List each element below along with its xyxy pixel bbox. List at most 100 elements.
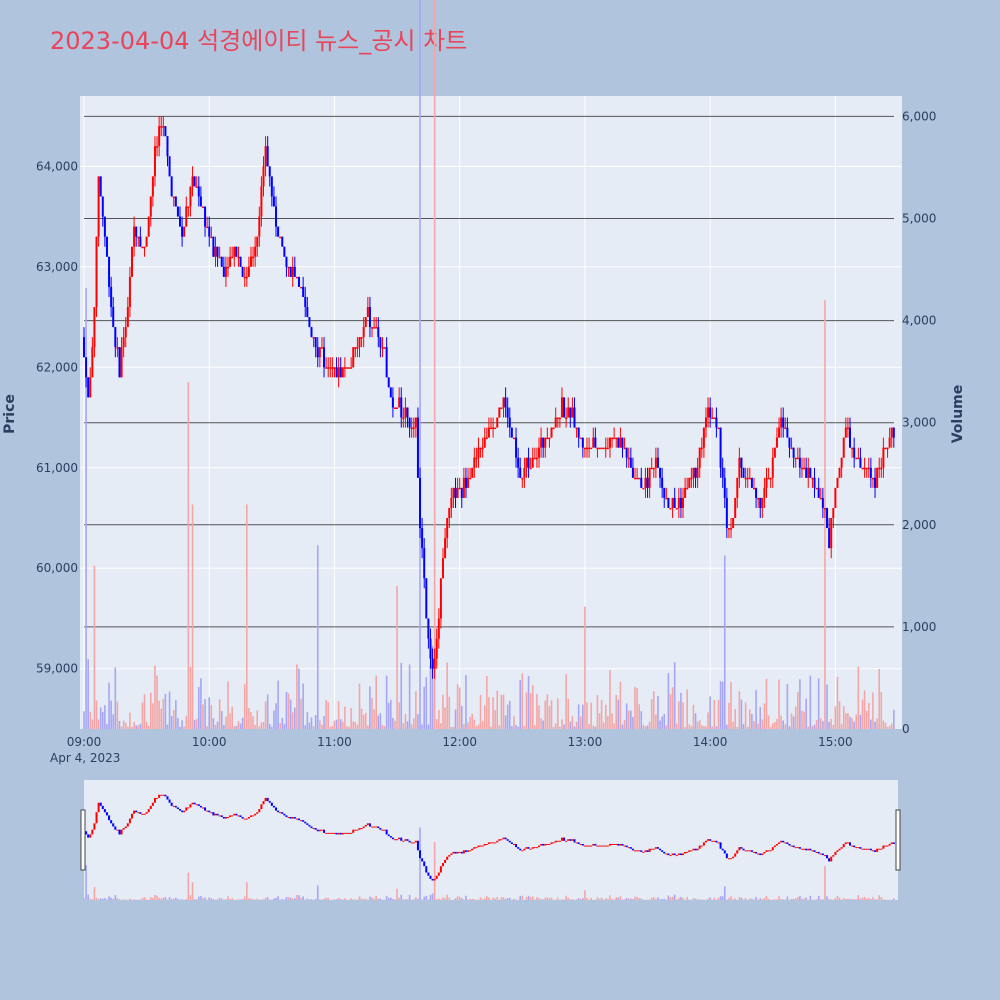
volume-bar bbox=[302, 683, 304, 729]
volume-bar bbox=[212, 718, 215, 729]
price-candle bbox=[573, 407, 576, 428]
price-candle bbox=[143, 246, 146, 249]
range-slider-candle bbox=[356, 829, 359, 831]
price-candle bbox=[287, 266, 290, 269]
price-candle bbox=[711, 417, 714, 420]
volume-bar bbox=[682, 702, 684, 729]
price-candle bbox=[867, 467, 870, 470]
range-slider-volume-bar bbox=[310, 899, 313, 900]
range-slider-candle bbox=[577, 842, 580, 844]
range-slider-candle bbox=[890, 842, 893, 844]
range-slider[interactable] bbox=[80, 780, 901, 900]
volume-bar bbox=[746, 726, 749, 729]
volume-bar bbox=[867, 702, 870, 729]
range-slider-volume-bar bbox=[237, 899, 240, 900]
volume-bar bbox=[394, 720, 396, 729]
volume-bar bbox=[118, 720, 121, 729]
range-slider-candle bbox=[602, 845, 605, 847]
price-candle bbox=[790, 447, 793, 450]
price-candle bbox=[176, 206, 179, 217]
range-slider-candle bbox=[617, 843, 620, 846]
range-slider-volume-bar bbox=[826, 896, 828, 900]
range-slider-candle bbox=[876, 848, 879, 852]
range-slider-candle bbox=[396, 839, 399, 841]
volume-bars[interactable] bbox=[83, 0, 895, 730]
volume-bar bbox=[306, 712, 309, 729]
range-slider-volume-bar bbox=[394, 899, 396, 900]
price-candle bbox=[247, 266, 250, 277]
volume-bar bbox=[882, 720, 885, 729]
range-slider-candle bbox=[135, 810, 138, 813]
range-slider-candle bbox=[619, 843, 622, 846]
volume-bar bbox=[765, 678, 768, 729]
price-candle bbox=[302, 286, 305, 297]
range-slider-volume-bar bbox=[175, 897, 177, 900]
price-candle bbox=[272, 196, 275, 207]
price-candles[interactable] bbox=[83, 116, 895, 679]
range-slider-volume-bar bbox=[419, 827, 421, 900]
range-slider-candle bbox=[208, 810, 211, 813]
range-slider-volume-bar bbox=[797, 897, 799, 900]
range-slider-candle bbox=[216, 813, 219, 816]
range-slider-volume-bar bbox=[531, 896, 534, 900]
range-slider-candle bbox=[846, 842, 849, 844]
range-slider-volume-bar bbox=[287, 897, 290, 900]
volume-bar bbox=[149, 692, 152, 729]
price-candle bbox=[381, 347, 384, 349]
price-candle bbox=[201, 206, 204, 209]
range-slider-volume-bar bbox=[609, 895, 611, 900]
price-candle bbox=[634, 477, 637, 480]
range-slider-candle bbox=[231, 815, 234, 817]
price-candle bbox=[565, 417, 568, 420]
volume-bar bbox=[168, 691, 171, 729]
price-candle bbox=[293, 266, 296, 277]
price-candle bbox=[692, 467, 695, 478]
volume-bar bbox=[114, 667, 117, 729]
range-slider-volume-bar bbox=[83, 898, 85, 900]
range-slider-candle bbox=[502, 837, 505, 840]
range-slider-left-handle[interactable] bbox=[80, 809, 86, 871]
range-slider-candle bbox=[596, 845, 599, 847]
range-slider-candle bbox=[437, 872, 440, 876]
range-slider-volume-bar bbox=[158, 897, 160, 900]
range-slider-volume-bar bbox=[673, 894, 676, 900]
price-candle bbox=[316, 347, 319, 358]
volume-bar bbox=[669, 694, 672, 729]
range-slider-candle bbox=[243, 818, 246, 820]
time-tick-label: 09:00 bbox=[67, 735, 102, 749]
volume-bar bbox=[494, 710, 496, 729]
price-candle bbox=[796, 457, 799, 460]
price-candle bbox=[366, 307, 369, 318]
volume-bar bbox=[145, 721, 148, 729]
price-candle bbox=[807, 467, 810, 478]
range-slider-candle bbox=[166, 796, 169, 800]
price-candle bbox=[577, 427, 580, 438]
range-slider-volume-bar bbox=[669, 897, 672, 900]
price-candle bbox=[671, 497, 674, 508]
price-candle bbox=[295, 276, 298, 279]
range-slider-candle bbox=[89, 834, 92, 838]
range-slider-volume-bar bbox=[872, 897, 874, 900]
price-candle bbox=[137, 236, 140, 239]
range-slider-volume-bar bbox=[492, 897, 494, 900]
range-slider-volume-bar bbox=[749, 898, 751, 900]
range-slider-candle bbox=[569, 839, 572, 841]
range-slider-candle bbox=[707, 839, 710, 841]
range-slider-candle bbox=[656, 847, 659, 849]
volume-bar bbox=[314, 715, 317, 729]
range-slider-candle bbox=[101, 805, 104, 810]
price-candle bbox=[421, 528, 424, 549]
price-candle bbox=[732, 518, 735, 529]
range-slider-candle bbox=[663, 851, 666, 854]
range-slider-volume-bar bbox=[805, 897, 807, 900]
range-slider-candle bbox=[560, 837, 563, 841]
range-slider-candle bbox=[131, 813, 134, 819]
price-candle bbox=[826, 507, 829, 529]
price-candle bbox=[730, 528, 733, 530]
range-slider-right-handle[interactable] bbox=[895, 809, 901, 871]
volume-bar bbox=[385, 675, 388, 729]
range-slider-volume-bar bbox=[504, 898, 507, 900]
price-candle bbox=[404, 407, 407, 418]
price-candle bbox=[744, 477, 747, 480]
volume-bar bbox=[346, 725, 348, 729]
